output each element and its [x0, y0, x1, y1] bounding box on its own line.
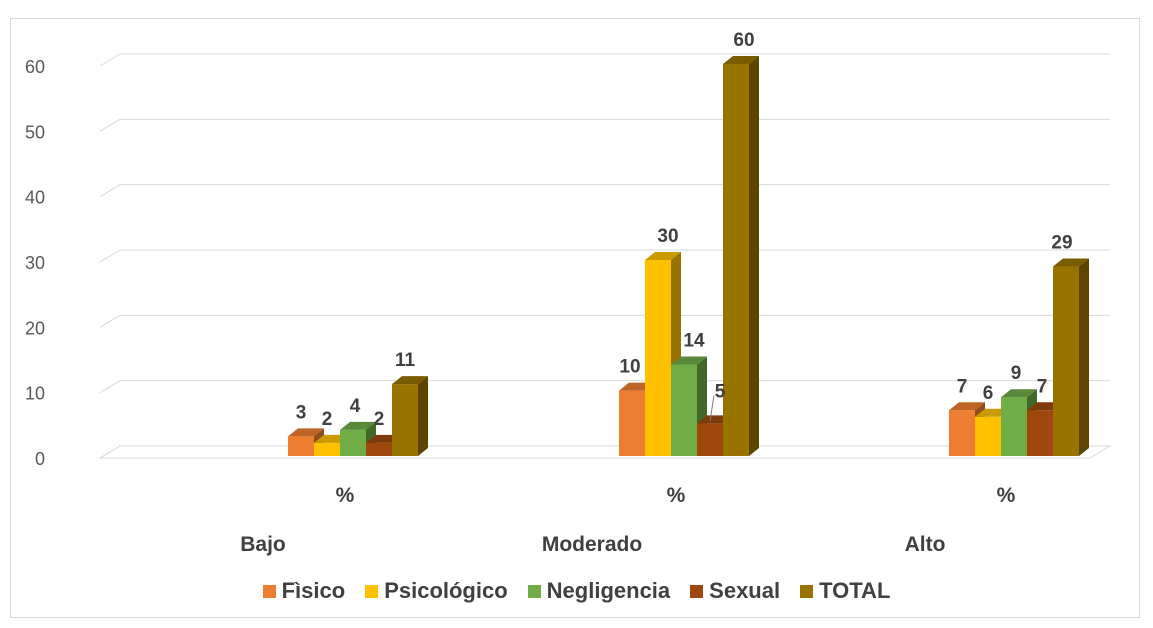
- bar: [314, 442, 340, 456]
- legend-label: TOTAL: [819, 578, 891, 603]
- legend: Fìsico Psicológico Negligencia Sexual TOTAL: [0, 578, 1153, 604]
- bar-top: [949, 402, 985, 411]
- bar: [619, 390, 645, 456]
- bar-top: [671, 356, 707, 365]
- legend-swatch: [800, 584, 814, 598]
- bar: [697, 423, 723, 456]
- y-tick-label: 20: [25, 318, 45, 338]
- bar-top: [392, 376, 428, 385]
- data-label: 3: [296, 402, 307, 423]
- x-tick-label: %: [336, 484, 355, 507]
- bar: [392, 384, 418, 456]
- x-group-label: Alto: [905, 533, 946, 556]
- bar: [1053, 266, 1079, 456]
- data-label: 30: [657, 226, 678, 247]
- bar: [1001, 397, 1027, 456]
- data-label: 10: [619, 357, 640, 378]
- gridline-edge: [99, 314, 121, 328]
- x-tick-label: %: [667, 484, 686, 507]
- data-label: 7: [957, 376, 968, 397]
- data-label: 6: [983, 383, 994, 404]
- legend-item: Negligencia: [527, 578, 671, 604]
- data-label: 9: [1011, 363, 1022, 384]
- gridline-edge: [99, 380, 121, 394]
- legend-item: Psicológico: [365, 578, 508, 604]
- leader-line: [709, 395, 715, 422]
- y-tick-label: 10: [25, 384, 45, 404]
- bar: [949, 410, 975, 456]
- legend-item: TOTAL: [800, 578, 890, 604]
- legend-label: Psicológico: [384, 578, 508, 603]
- gridline-edge: [99, 118, 121, 132]
- x-group-label: Bajo: [240, 533, 286, 556]
- data-label: 2: [374, 409, 385, 430]
- data-label: 4: [350, 396, 361, 417]
- bar: [975, 416, 1001, 456]
- gridline-edge: [99, 184, 121, 198]
- bar-top: [288, 428, 324, 437]
- data-label: 2: [322, 409, 333, 430]
- bar: [366, 442, 392, 456]
- data-label: 14: [683, 331, 705, 352]
- y-tick-label: 0: [35, 449, 45, 469]
- legend-swatch: [262, 584, 276, 598]
- x-tick-label: %: [997, 484, 1016, 507]
- bar: [723, 64, 749, 456]
- bar-top: [645, 252, 681, 260]
- legend-swatch: [365, 584, 379, 598]
- data-label: 11: [395, 350, 416, 371]
- bar: [671, 364, 697, 456]
- chart-frame: [10, 18, 1140, 618]
- bar-top: [1001, 389, 1037, 398]
- bar-side: [1079, 258, 1089, 456]
- bar-top: [723, 56, 759, 64]
- data-label: 29: [1051, 233, 1072, 254]
- x-group-label: Moderado: [542, 533, 642, 556]
- y-tick-label: 50: [25, 122, 45, 142]
- bar-side: [418, 376, 428, 456]
- data-label: 7: [1037, 376, 1048, 397]
- y-tick-label: 40: [25, 188, 45, 208]
- bar: [1027, 410, 1053, 456]
- legend-swatch: [527, 584, 541, 598]
- bar-side: [749, 56, 759, 456]
- gridline-edge: [99, 53, 121, 67]
- bar: [645, 260, 671, 456]
- legend-item: Sexual: [690, 578, 780, 604]
- legend-item: Fìsico: [262, 578, 346, 604]
- gridline-edge: [99, 249, 121, 263]
- data-label: 5: [715, 381, 726, 402]
- gridline-edge: [99, 445, 121, 459]
- legend-label: Sexual: [709, 578, 781, 603]
- legend-label: Fìsico: [281, 578, 346, 603]
- y-tick-label: 60: [25, 57, 45, 77]
- bar-top: [340, 421, 376, 430]
- bar-top: [1053, 258, 1089, 267]
- bar: [288, 436, 314, 456]
- bar: [340, 429, 366, 456]
- y-tick-label: 30: [25, 253, 45, 273]
- data-label: 60: [733, 30, 754, 51]
- legend-swatch: [690, 584, 704, 598]
- legend-label: Negligencia: [546, 578, 671, 603]
